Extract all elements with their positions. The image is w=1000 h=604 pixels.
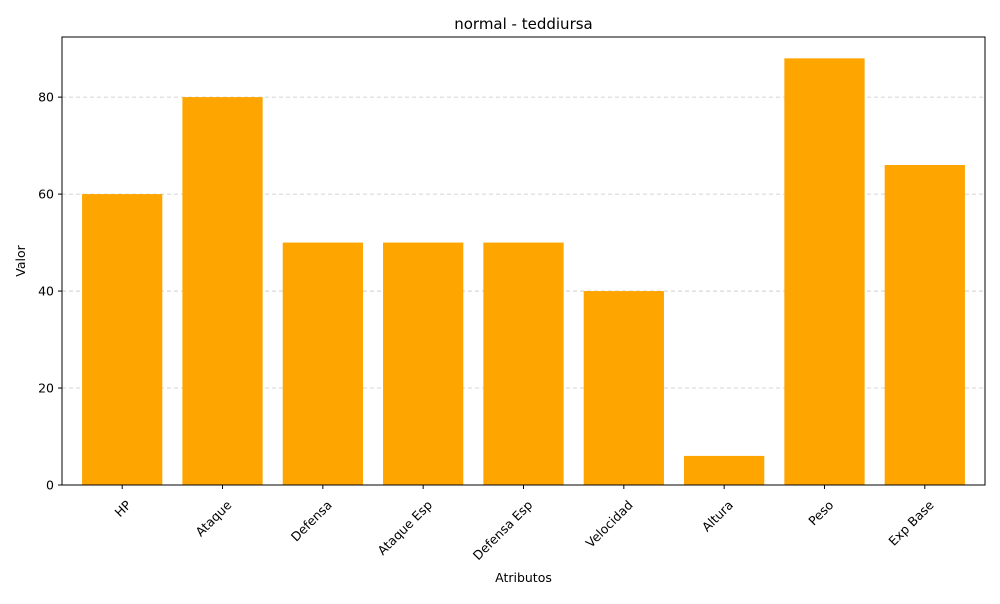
chart-title: normal - teddiursa	[454, 15, 593, 33]
bar	[383, 242, 464, 485]
y-tick-label: 40	[38, 284, 54, 299]
y-tick-label: 60	[38, 187, 54, 202]
bar	[583, 291, 664, 485]
y-axis-label: Valor	[13, 244, 28, 276]
bar	[884, 165, 965, 485]
bar	[684, 455, 765, 485]
y-tick-label: 0	[46, 478, 54, 493]
bar	[182, 97, 263, 485]
bar	[784, 58, 865, 485]
bar	[282, 242, 363, 485]
x-axis-label: Atributos	[495, 570, 552, 585]
bar	[82, 194, 163, 485]
y-tick-label: 80	[38, 90, 54, 105]
bars	[82, 58, 965, 485]
y-tick-label: 20	[38, 381, 54, 396]
bar	[483, 242, 564, 485]
y-axis-ticks: 0 20 40 60 80	[38, 90, 62, 493]
